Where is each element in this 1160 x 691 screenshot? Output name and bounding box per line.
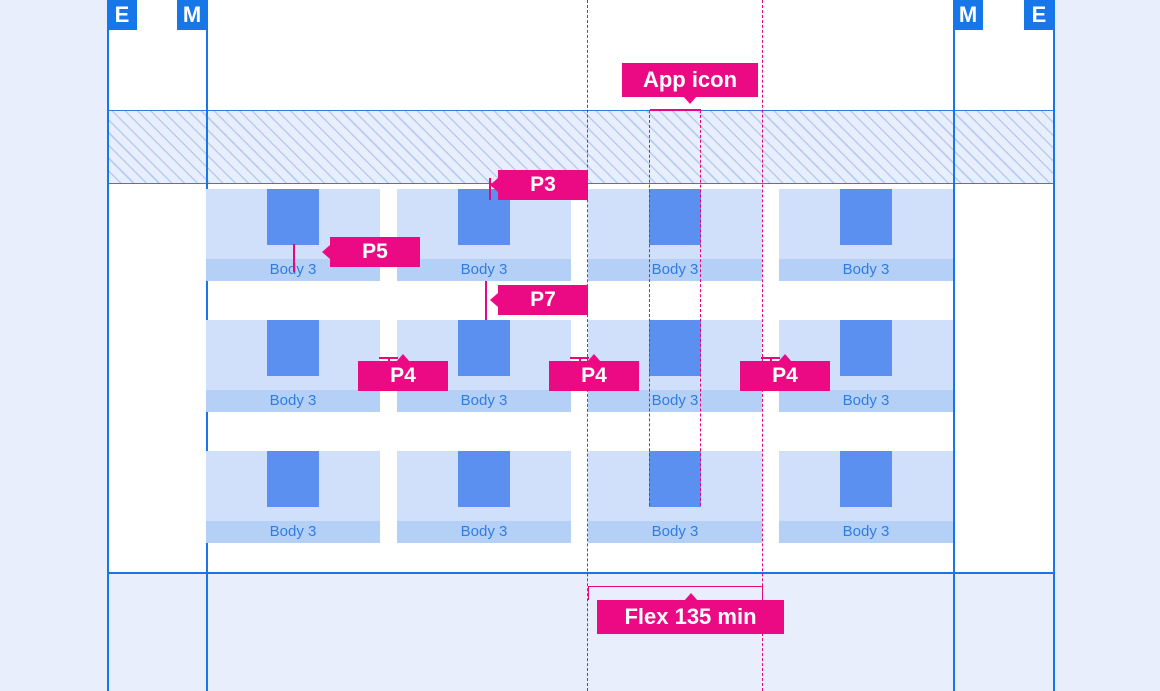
card[interactable]: Body 3 xyxy=(397,451,571,543)
edge-badge-left-outer: E xyxy=(107,0,137,30)
margin-badge-left-inner: M xyxy=(177,0,207,30)
guide-margin-right-inner xyxy=(953,0,955,691)
card-icon xyxy=(840,320,892,376)
annotation-tag-p4-c[interactable]: P4 xyxy=(740,354,830,391)
annotation-tag-app-icon[interactable]: App icon xyxy=(622,63,758,104)
margin-badge-right-inner: M xyxy=(953,0,983,30)
pointer-down-icon xyxy=(683,96,697,104)
card-label: Body 3 xyxy=(779,521,953,543)
card-icon xyxy=(267,320,319,376)
card-icon xyxy=(649,189,701,245)
card[interactable]: Body 3 xyxy=(588,451,762,543)
card[interactable]: Body 3 xyxy=(397,189,571,281)
card-icon xyxy=(267,189,319,245)
annotation-label: P7 xyxy=(530,288,556,311)
pointer-left-icon xyxy=(322,245,330,259)
guide-edge-left-outer xyxy=(107,0,109,691)
annotation-tag-flex[interactable]: Flex 135 min xyxy=(597,593,784,634)
card-icon xyxy=(840,451,892,507)
p5-leader-tick xyxy=(293,244,295,272)
dash-guide-flex-left xyxy=(587,0,588,691)
app-bar-hatched-band xyxy=(107,110,1054,184)
guide-content-bottom xyxy=(107,572,1054,574)
card[interactable]: Body 3 xyxy=(779,320,953,412)
card[interactable]: Body 3 xyxy=(779,451,953,543)
card-label: Body 3 xyxy=(206,521,380,543)
pointer-left-icon xyxy=(490,178,498,192)
card-icon xyxy=(458,320,510,376)
card-label: Body 3 xyxy=(779,259,953,281)
pointer-left-icon xyxy=(490,293,498,307)
pointer-up-icon xyxy=(587,354,601,362)
flex-span-bracket xyxy=(588,586,763,600)
app-icon-width-bracket xyxy=(650,109,701,111)
annotation-tag-p4-b[interactable]: P4 xyxy=(549,354,639,391)
card-label: Body 3 xyxy=(206,390,380,412)
annotation-label: P4 xyxy=(772,364,798,387)
edge-badge-right-outer: E xyxy=(1024,0,1054,30)
card-icon xyxy=(649,320,701,376)
dash-guide-flex-right xyxy=(762,0,763,691)
card[interactable]: Body 3 xyxy=(206,451,380,543)
card-icon xyxy=(458,451,510,507)
annotation-tag-p7[interactable]: P7 xyxy=(490,285,588,315)
pointer-up-icon xyxy=(396,354,410,362)
annotation-label: P5 xyxy=(362,240,388,263)
card[interactable]: Body 3 xyxy=(588,189,762,281)
p7-leader-tick xyxy=(485,281,487,320)
dash-guide-icon-left xyxy=(649,110,650,506)
card[interactable]: Body 3 xyxy=(779,189,953,281)
card-icon xyxy=(649,451,701,507)
annotation-label: P4 xyxy=(581,364,607,387)
card-icon xyxy=(267,451,319,507)
dash-guide-icon-right xyxy=(700,110,701,506)
card-icon xyxy=(840,189,892,245)
annotation-label: P4 xyxy=(390,364,416,387)
annotation-tag-p3[interactable]: P3 xyxy=(490,170,588,200)
card-label: Body 3 xyxy=(588,521,762,543)
annotation-label: P3 xyxy=(530,173,556,196)
annotation-tag-p4-a[interactable]: P4 xyxy=(358,354,448,391)
pointer-up-icon xyxy=(778,354,792,362)
p3-leader-tick xyxy=(489,178,491,200)
guide-edge-right-outer xyxy=(1053,0,1055,691)
pointer-up-icon xyxy=(683,593,698,601)
card-label: Body 3 xyxy=(588,259,762,281)
card[interactable]: Body 3 xyxy=(206,320,380,412)
card-label: Body 3 xyxy=(779,390,953,412)
annotation-tag-p5[interactable]: P5 xyxy=(322,237,420,267)
annotation-label: App icon xyxy=(642,67,738,92)
annotation-label: Flex 135 min xyxy=(624,604,757,629)
card-label: Body 3 xyxy=(397,521,571,543)
card-label: Body 3 xyxy=(588,390,762,412)
card-label: Body 3 xyxy=(397,259,571,281)
card-label: Body 3 xyxy=(397,390,571,412)
